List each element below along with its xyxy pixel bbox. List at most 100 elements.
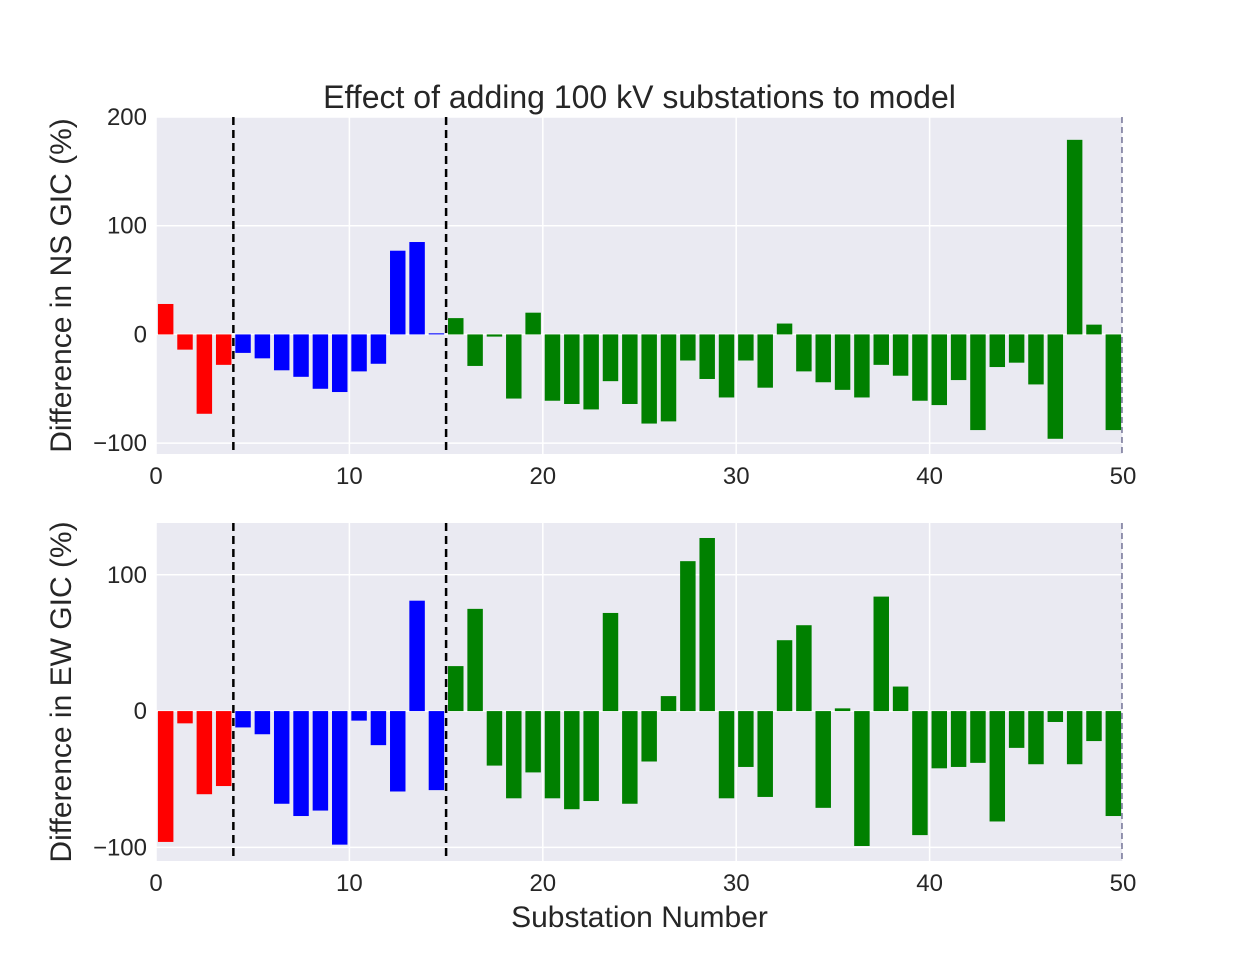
ew-bar: [854, 711, 870, 847]
ew-bar: [351, 711, 367, 721]
ns-bar: [873, 334, 889, 365]
ew-bar: [873, 596, 889, 712]
ns-bar: [1105, 334, 1122, 431]
ew-x-tick-label: 40: [916, 870, 943, 897]
ns-bar: [1086, 324, 1102, 335]
ew-bar: [989, 711, 1006, 822]
ns-bar: [1028, 334, 1044, 385]
ns-bar: [196, 334, 213, 414]
ns-bar: [738, 334, 754, 361]
ew-bar: [970, 711, 986, 763]
ew-bar: [776, 640, 793, 712]
ew-bar: [157, 711, 174, 842]
ns-bar: [177, 334, 193, 350]
ew-bar: [622, 711, 638, 804]
ns-bar: [892, 334, 909, 376]
ew-bar: [602, 612, 619, 712]
ew-bar: [196, 711, 213, 795]
ns-bar: [467, 334, 483, 366]
ew-bar: [834, 708, 851, 712]
ns-x-tick-label: 30: [723, 463, 750, 490]
ns-y-ticks: −100 0 100 200: [93, 104, 147, 457]
ew-bar: [486, 711, 503, 766]
ns-bar: [390, 250, 406, 335]
ew-bar: [448, 666, 464, 712]
ns-bar: [834, 334, 851, 390]
ew-bar: [409, 600, 425, 712]
ew-x-tick-label: 30: [723, 870, 750, 897]
ns-bar: [815, 334, 831, 383]
ew-bar: [583, 711, 599, 802]
ew-y-tick-label: 0: [134, 698, 147, 725]
ns-x-tick-label: 50: [1110, 463, 1137, 490]
ns-bar: [1066, 139, 1083, 335]
ns-bar: [486, 334, 503, 337]
ns-x-tick-label: 20: [529, 463, 556, 490]
x-axis-label: Substation Number: [511, 901, 768, 934]
ns-bar: [273, 334, 290, 371]
ew-bar: [544, 711, 561, 799]
ew-bar: [931, 711, 948, 769]
ew-bar: [796, 625, 812, 712]
ew-bar: [1105, 711, 1122, 817]
chart-title: Effect of adding 100 kV substations to m…: [323, 79, 956, 115]
ew-bar: [815, 711, 831, 808]
ns-bar: [660, 334, 677, 422]
ns-bar: [157, 303, 174, 335]
ns-bar: [970, 334, 986, 431]
ns-bar: [448, 318, 464, 335]
ew-bar: [312, 711, 329, 811]
ew-bar: [1008, 711, 1025, 748]
ns-x-ticks: 0 10 20 30 40 50: [149, 463, 1136, 490]
ns-bar: [312, 334, 329, 389]
ew-x-tick-label: 50: [1110, 870, 1137, 897]
ns-bar: [680, 334, 696, 361]
ew-bar: [892, 686, 909, 712]
ew-bar: [331, 711, 348, 845]
ew-bar: [390, 711, 406, 792]
ew-bar: [950, 711, 967, 767]
ns-bar: [912, 334, 928, 401]
ew-bar: [660, 696, 677, 712]
ns-x-tick-label: 40: [916, 463, 943, 490]
ns-bar: [293, 334, 309, 377]
ns-bar: [641, 334, 657, 424]
ns-bar: [351, 334, 367, 372]
ew-bars: [157, 537, 1122, 847]
ew-y-tick-label: −100: [93, 834, 147, 861]
ew-bar: [254, 711, 271, 735]
ew-bar: [506, 711, 522, 799]
ew-x-tick-label: 10: [336, 870, 363, 897]
ew-bar: [680, 561, 696, 712]
ns-bar: [622, 334, 638, 404]
ew-bar: [1047, 711, 1064, 722]
ns-plot-area: [156, 117, 1123, 454]
ns-bar: [564, 334, 580, 404]
ew-bar: [699, 537, 715, 712]
ew-gic-panel: 0 10 20 30 40 50 −100 0 100 Difference in EW GI…: [45, 521, 1136, 934]
ew-bar: [370, 711, 387, 746]
ns-bar: [1047, 334, 1064, 439]
ew-bar: [273, 711, 290, 804]
ns-bar: [854, 334, 870, 398]
ew-bar: [757, 711, 773, 797]
ew-bar: [293, 711, 309, 817]
ew-bar: [564, 711, 580, 810]
ew-bar: [1086, 711, 1102, 742]
ns-bar: [989, 334, 1006, 368]
ew-y-axis-label: Difference in EW GIC (%): [45, 521, 78, 862]
ns-group-dividers: [232, 117, 1123, 454]
ew-y-ticks: −100 0 100: [93, 562, 147, 862]
ew-y-tick-label: 100: [107, 562, 147, 589]
ns-bar: [506, 334, 522, 399]
ns-bar: [370, 334, 387, 364]
ns-bar: [583, 334, 599, 410]
ew-bar: [177, 711, 193, 724]
ew-x-tick-label: 20: [529, 870, 556, 897]
ew-bar: [525, 711, 541, 773]
ns-x-tick-label: 0: [149, 463, 162, 490]
ew-bar: [467, 608, 483, 712]
ns-bar: [428, 333, 445, 335]
